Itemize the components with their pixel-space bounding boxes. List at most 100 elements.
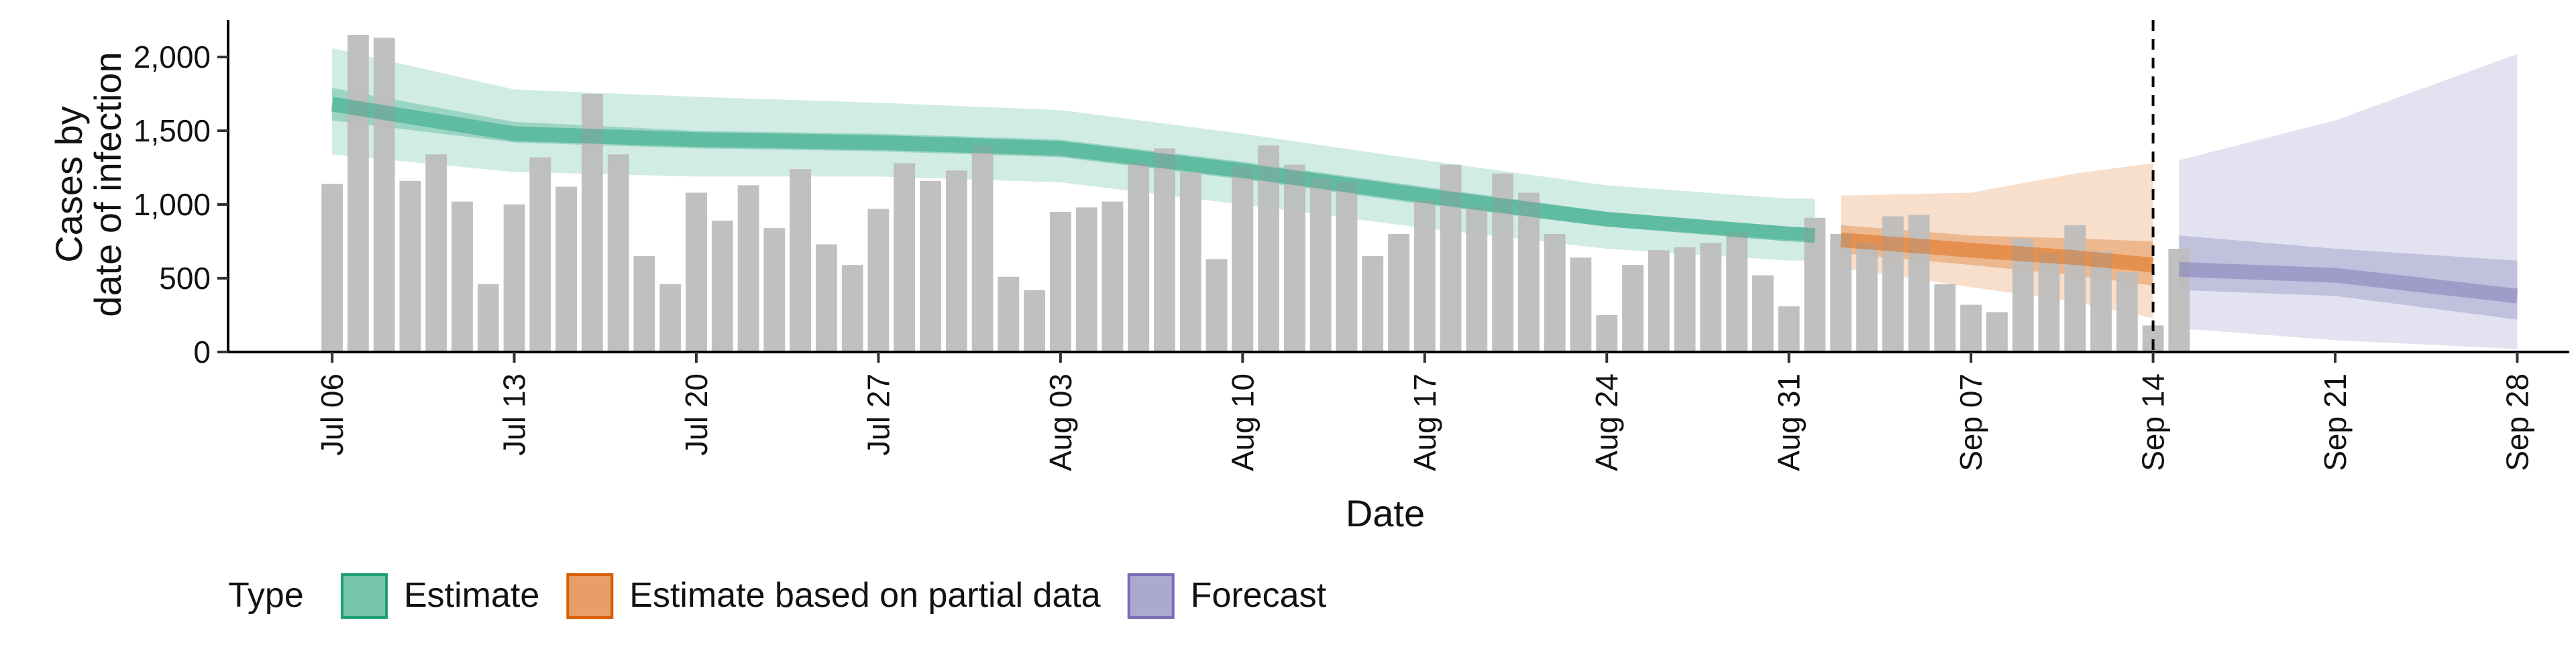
legend-title: Type <box>228 576 304 615</box>
bar <box>477 284 499 352</box>
median-line <box>2178 261 2518 304</box>
bar <box>1362 256 1384 352</box>
bar <box>425 154 447 352</box>
bar <box>1388 234 1409 352</box>
x-tick-label: Sep 14 <box>2136 373 2171 471</box>
bar <box>867 209 890 352</box>
x-axis-title: Date <box>1346 492 1425 534</box>
bar <box>1284 164 1305 352</box>
bar <box>1622 265 1644 352</box>
y-tick-label: 1,500 <box>133 113 211 148</box>
legend-label: Forecast <box>1191 576 1327 615</box>
bar <box>2116 272 2138 352</box>
bar <box>1050 212 1071 352</box>
bar <box>737 185 759 352</box>
bar <box>1934 284 1956 352</box>
bar <box>633 256 655 352</box>
bar <box>1232 166 1254 353</box>
bar <box>1726 232 1748 352</box>
bar <box>1960 304 1982 352</box>
x-tick-label: Aug 24 <box>1589 373 1624 471</box>
x-tick-label: Sep 21 <box>2318 373 2353 471</box>
bar <box>2064 225 2086 352</box>
bars <box>321 35 2190 353</box>
bar <box>1154 148 1175 352</box>
legend-swatch <box>566 573 614 619</box>
bar <box>582 94 603 352</box>
axes: 0 500 1,000 1,500 2,000 Jul 06 Jul 13 Jul 20 Jul… <box>48 20 2569 534</box>
x-tick-label: Aug 10 <box>1225 373 1260 471</box>
bar <box>1440 164 1462 352</box>
legend-label: Estimate <box>404 576 539 615</box>
bar <box>1856 243 1878 352</box>
bar <box>347 35 369 352</box>
bar <box>321 184 343 352</box>
bar <box>503 204 525 352</box>
bar <box>1518 192 1540 352</box>
legend-label: Estimate based on partial data <box>629 576 1101 615</box>
bar <box>373 38 395 353</box>
bar <box>1466 207 1488 352</box>
bar <box>1648 250 1670 352</box>
bar <box>1674 247 1696 352</box>
bar <box>1179 172 1201 352</box>
bar <box>607 154 629 352</box>
bar <box>1309 178 1332 352</box>
bar <box>763 228 786 352</box>
bar <box>529 157 551 352</box>
bar <box>1258 145 1279 352</box>
bar <box>1075 207 1097 352</box>
y-tick-label: 0 <box>193 335 211 369</box>
x-tick-label: Jul 06 <box>315 373 350 456</box>
median-lines <box>331 97 2518 304</box>
bar <box>2012 238 2034 352</box>
x-tick-label: Sep 07 <box>1953 373 1988 471</box>
bar <box>816 244 837 352</box>
bar <box>894 163 916 352</box>
y-axis-title-line: Cases by <box>48 106 90 262</box>
bar <box>1492 173 1513 352</box>
bar <box>1700 243 1722 352</box>
bar <box>1882 216 1904 352</box>
bar <box>1804 217 1826 352</box>
bar <box>1205 259 1228 352</box>
y-axis-title: Cases bydate of infection <box>48 52 129 316</box>
bar <box>1024 290 1045 352</box>
bar <box>711 221 733 352</box>
bar <box>971 145 994 352</box>
x-tick-label: Aug 31 <box>1772 373 1807 471</box>
band-outer <box>2179 54 2518 349</box>
bar <box>659 284 682 352</box>
y-tick-label: 500 <box>159 261 211 296</box>
median-line <box>331 97 1816 243</box>
x-tick-label: Jul 13 <box>497 373 532 456</box>
bar <box>1908 215 1930 352</box>
y-tick-label: 1,000 <box>133 187 211 222</box>
bar <box>1752 275 1774 352</box>
bar <box>1986 312 2008 352</box>
bar <box>451 201 473 352</box>
y-tick-label: 2,000 <box>133 40 211 74</box>
x-tick-label: Jul 27 <box>861 373 896 456</box>
y-axis-title-line: date of infection <box>87 52 129 316</box>
x-tick-label: Aug 17 <box>1407 373 1442 471</box>
bar <box>841 265 863 352</box>
band-inner <box>2179 235 2518 320</box>
bar <box>1830 234 1852 352</box>
legend-swatch <box>1127 573 1175 619</box>
legend-swatch <box>341 573 388 619</box>
bar <box>2038 253 2060 352</box>
bar <box>1596 315 1618 352</box>
bar <box>920 180 941 352</box>
legend: Type Estimate Estimate based on partial da… <box>228 573 1327 619</box>
bar <box>790 169 811 352</box>
bar <box>2090 251 2112 352</box>
median-line <box>1840 232 2154 273</box>
x-tick-label: Aug 03 <box>1043 373 1078 471</box>
x-tick-label: Sep 28 <box>2500 373 2534 471</box>
bar <box>2168 249 2190 352</box>
x-tick-label: Jul 20 <box>679 373 714 456</box>
bar <box>945 170 967 352</box>
